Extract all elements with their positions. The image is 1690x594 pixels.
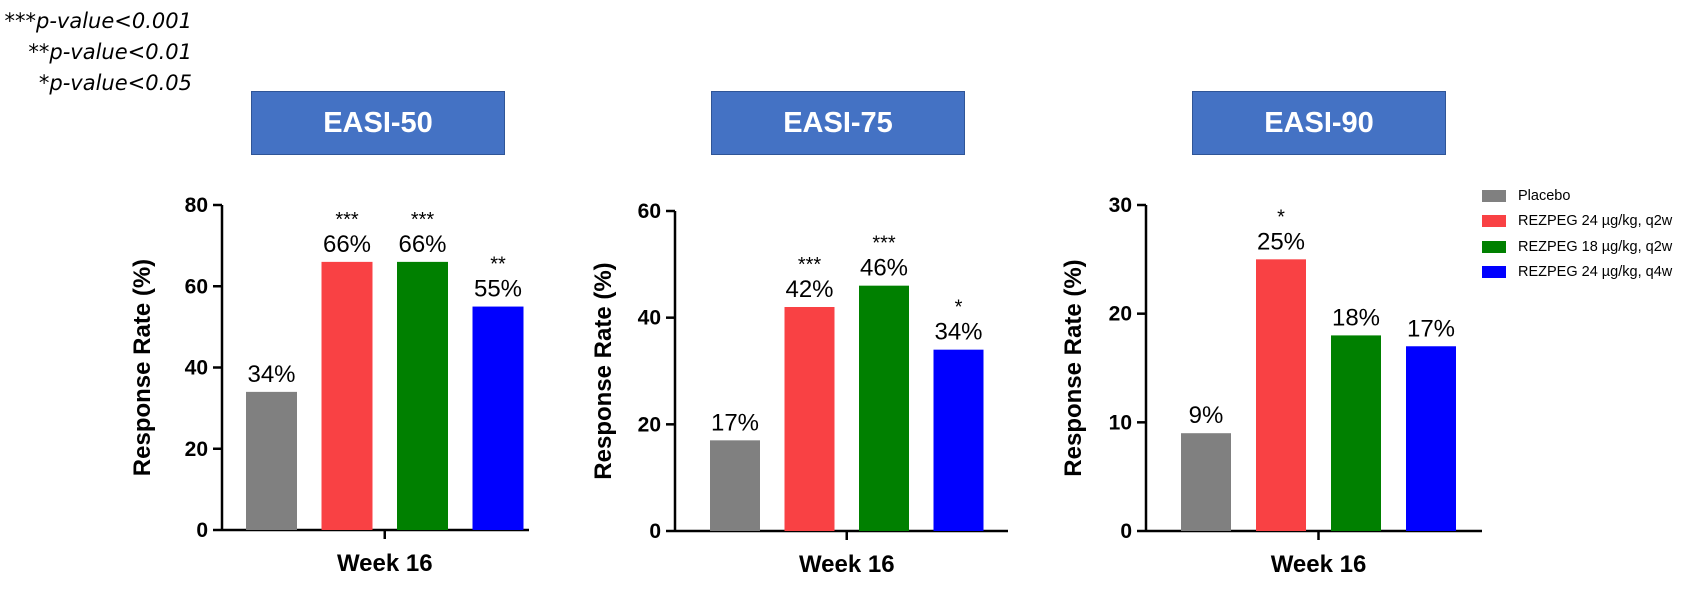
significance-marker: *** (872, 233, 896, 255)
data-label: 42% (785, 276, 833, 303)
significance-marker: * (955, 297, 963, 319)
legend-item-rezpeg-24-q2w: REZPEG 24 µg/kg, q2w (1482, 209, 1672, 235)
y-tick-label: 40 (185, 357, 208, 380)
legend-label: REZPEG 24 µg/kg, q4w (1518, 264, 1673, 281)
legend-item-rezpeg-24-q4w: REZPEG 24 µg/kg, q4w (1482, 260, 1672, 286)
y-axis-label: Response Rate (%) (590, 262, 617, 479)
y-tick-label: 60 (185, 275, 208, 298)
y-tick-label: 0 (196, 519, 208, 542)
data-label: 9% (1189, 402, 1224, 429)
bar (1406, 346, 1456, 531)
legend-swatch (1482, 189, 1506, 202)
significance-note: *p-value<0.05 (38, 71, 192, 95)
bar (321, 261, 373, 530)
y-tick-label: 40 (638, 307, 661, 330)
y-tick-label: 30 (1109, 194, 1132, 217)
bar (397, 261, 448, 530)
legend-item-placebo: Placebo (1482, 183, 1672, 209)
chart-title-easi-90: EASI-90 (1192, 91, 1446, 155)
bar (246, 391, 297, 530)
significance-legend: ***p-value<0.001 **p-value<0.01 *p-value… (0, 6, 192, 99)
significance-marker: ** (490, 254, 506, 276)
bar (1331, 335, 1381, 531)
legend-swatch (1482, 240, 1506, 253)
data-label: 17% (1407, 315, 1455, 342)
significance-marker: *** (335, 209, 359, 231)
legend: Placebo REZPEG 24 µg/kg, q2w REZPEG 18 µ… (1482, 183, 1672, 285)
y-tick-label: 0 (649, 520, 661, 543)
bar (784, 307, 835, 531)
x-axis-label: Week 16 (799, 551, 895, 578)
bar (472, 306, 524, 530)
bar (859, 285, 909, 531)
legend-swatch (1482, 266, 1506, 279)
bar (933, 349, 984, 531)
chart-title-easi-50: EASI-50 (251, 91, 505, 155)
data-label: 34% (247, 361, 295, 388)
y-tick-label: 60 (638, 200, 661, 223)
bar (1181, 433, 1231, 531)
x-axis-label: Week 16 (1271, 551, 1367, 578)
data-label: 66% (398, 231, 446, 258)
legend-label: REZPEG 24 µg/kg, q2w (1518, 213, 1673, 230)
legend-item-rezpeg-18-q2w: REZPEG 18 µg/kg, q2w (1482, 234, 1672, 260)
y-tick-label: 80 (185, 194, 208, 217)
y-tick-label: 10 (1109, 411, 1132, 434)
significance-note: **p-value<0.01 (28, 40, 192, 64)
data-label: 55% (474, 276, 522, 303)
bar (710, 440, 760, 531)
significance-note: ***p-value<0.001 (4, 9, 192, 33)
data-label: 18% (1332, 304, 1380, 331)
data-label: 17% (711, 409, 759, 436)
data-label: 25% (1257, 228, 1305, 255)
x-axis-label: Week 16 (337, 550, 433, 577)
y-tick-label: 20 (1109, 303, 1132, 326)
legend-label: REZPEG 18 µg/kg, q2w (1518, 238, 1673, 255)
legend-label: Placebo (1518, 187, 1571, 204)
significance-marker: *** (798, 254, 822, 276)
y-axis-label: Response Rate (%) (1060, 259, 1087, 476)
significance-marker: *** (411, 209, 435, 231)
data-label: 34% (934, 319, 982, 346)
y-tick-label: 20 (638, 413, 661, 436)
y-axis-label: Response Rate (%) (129, 259, 156, 476)
data-label: 66% (323, 231, 371, 258)
data-label: 46% (860, 255, 908, 282)
legend-swatch (1482, 215, 1506, 228)
y-tick-label: 0 (1120, 520, 1132, 543)
chart-title-easi-75: EASI-75 (711, 91, 965, 155)
significance-marker: * (1277, 206, 1285, 228)
y-tick-label: 20 (185, 438, 208, 461)
bar (1256, 259, 1306, 531)
